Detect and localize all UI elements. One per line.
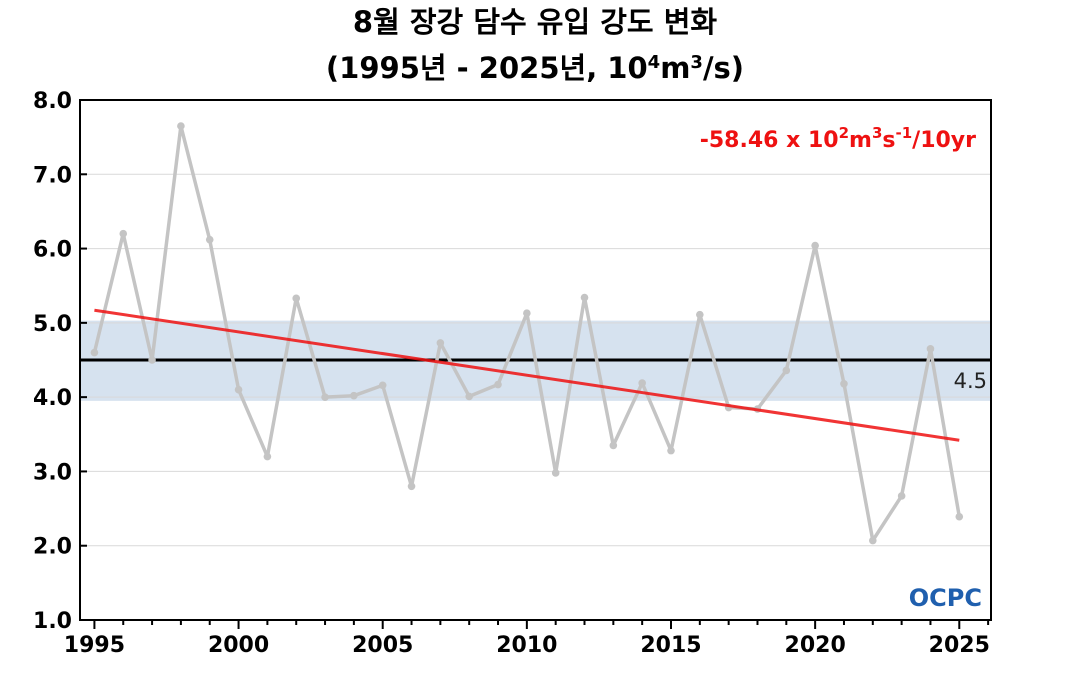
data-point-2014 bbox=[638, 379, 646, 387]
data-point-2012 bbox=[580, 293, 589, 302]
trend-line bbox=[94, 308, 960, 442]
x-tick-label-6: 2025 bbox=[929, 633, 990, 658]
data-point-2011 bbox=[551, 469, 560, 477]
y-tick-label-1: 2.0 bbox=[33, 535, 72, 560]
y-tick-label-2: 3.0 bbox=[33, 460, 72, 485]
chart-title-line1: 8월 장강 담수 유입 강도 변화 bbox=[353, 5, 717, 39]
ocpc-logo: OCPC bbox=[909, 584, 982, 612]
x-tick-label-2: 2005 bbox=[352, 633, 413, 658]
data-point-2024 bbox=[926, 345, 935, 353]
data-point-2007 bbox=[436, 339, 445, 347]
data-point-2013 bbox=[609, 441, 618, 450]
data-point-2020 bbox=[811, 241, 819, 250]
mean-value-label: 4.5 bbox=[954, 369, 987, 393]
y-tick-label-6: 7.0 bbox=[33, 163, 72, 188]
data-point-2019 bbox=[782, 366, 791, 375]
data-point-2002 bbox=[292, 294, 301, 303]
data-point-2004 bbox=[350, 391, 358, 400]
data-point-2015 bbox=[667, 446, 675, 455]
data-point-2021 bbox=[840, 379, 848, 388]
x-tick-label-5: 2020 bbox=[785, 633, 846, 658]
x-tick-label-4: 2015 bbox=[640, 633, 701, 658]
grid-layer bbox=[80, 173, 991, 547]
y-tick-label-5: 6.0 bbox=[33, 238, 72, 263]
data-point-2008 bbox=[465, 392, 473, 401]
y-tick-label-4: 5.0 bbox=[33, 312, 72, 337]
series-layer bbox=[90, 122, 964, 545]
chart-title-line2: (1995년 - 2025년, 104m3/s) bbox=[326, 51, 744, 85]
data-point-1998 bbox=[177, 122, 185, 130]
x-tick-label-3: 2010 bbox=[496, 633, 557, 658]
trend-layer bbox=[94, 308, 960, 442]
x-tick-label-1: 2000 bbox=[208, 633, 269, 658]
y-tick-label-0: 1.0 bbox=[33, 609, 72, 634]
data-point-1997 bbox=[148, 356, 156, 364]
x-tick-label-0: 1995 bbox=[64, 633, 125, 658]
plot-frame bbox=[79, 99, 992, 621]
y-tick-label-7: 8.0 bbox=[33, 89, 72, 114]
data-point-1996 bbox=[119, 229, 128, 238]
y-tick-label-3: 4.0 bbox=[33, 386, 72, 411]
data-point-2001 bbox=[263, 452, 272, 461]
axis-layer: 1.0 2.0 3.0 4.0 5.0 6.0 7.0 8.0 1995 2000 2005 2010… bbox=[33, 89, 992, 658]
data-point-2010 bbox=[523, 309, 531, 318]
trend-label: -58.46 x 102m3s-1/10yr bbox=[700, 124, 976, 153]
data-point-1995 bbox=[90, 348, 99, 357]
data-point-2025 bbox=[955, 512, 964, 521]
data-point-1999 bbox=[205, 235, 214, 244]
data-point-2009 bbox=[494, 380, 502, 389]
data-point-2022 bbox=[869, 536, 877, 545]
data-point-2023 bbox=[897, 492, 906, 500]
data-point-2003 bbox=[321, 393, 329, 401]
data-point-2000 bbox=[234, 385, 243, 394]
data-point-2006 bbox=[407, 482, 416, 491]
data-point-2005 bbox=[378, 381, 387, 390]
data-point-2016 bbox=[696, 310, 704, 319]
